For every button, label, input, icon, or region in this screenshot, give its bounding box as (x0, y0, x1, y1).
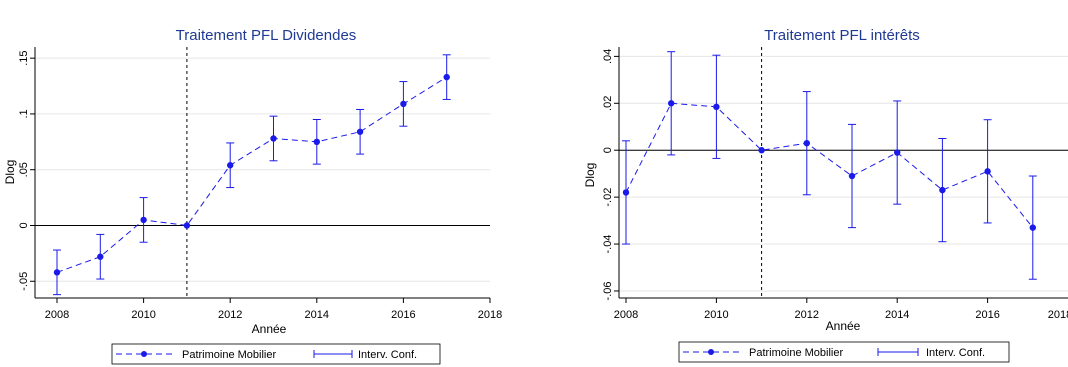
y-tick-label: .15 (18, 51, 30, 66)
y-axis-label: Dlog (583, 163, 597, 188)
data-point (356, 128, 364, 135)
legend-box (111, 343, 441, 365)
legend-box (678, 341, 1010, 363)
chart-title: Traitement PFL intérêts (764, 27, 920, 44)
x-tick-label: 2010 (131, 309, 155, 321)
data-point (803, 139, 810, 147)
data-point (622, 189, 630, 196)
data-point (668, 100, 675, 107)
y-axis-ticks: -.05 0 .05 .1 .15 (18, 51, 35, 291)
data-point (313, 138, 320, 146)
series-line (56, 76, 447, 273)
x-tick-label: 2014 (305, 309, 329, 321)
legend: Patrimoine Mobilier Interv. Conf. (111, 343, 441, 365)
x-tick-label: 2012 (795, 309, 819, 321)
data-point (97, 253, 104, 260)
chart-panel-interets: Traitement PFL intérêts -.06 -.04 -.02 0 .02… (553, 0, 1068, 367)
chart-title: Traitement PFL Dividendes (176, 27, 357, 44)
x-tick-label: 2018 (1048, 309, 1068, 321)
y-axis-label: Dlog (3, 160, 17, 185)
x-tick-label: 2010 (704, 309, 728, 321)
x-tick-label: 2018 (478, 309, 502, 321)
plot-region (35, 47, 490, 298)
y-tick-label: .02 (602, 96, 614, 111)
data-point (53, 269, 61, 276)
series-polyline (625, 102, 1034, 228)
x-tick-label: 2008 (614, 309, 638, 321)
data-point (758, 147, 765, 154)
x-axis-ticks: 2008 2010 2012 2014 2016 2018 (614, 298, 1068, 321)
x-tick-label: 2012 (218, 309, 242, 321)
x-tick-label: 2014 (885, 309, 909, 321)
legend-label-ci: Interv. Conf. (358, 349, 417, 361)
data-point (183, 222, 191, 229)
legend-label-series: Patrimoine Mobilier (182, 349, 276, 361)
reference-lines (35, 47, 490, 298)
data-point (1029, 224, 1037, 231)
x-tick-label: 2016 (975, 309, 999, 321)
data-point (894, 149, 901, 156)
y-tick-label: 0 (602, 147, 614, 153)
y-tick-label: .05 (18, 162, 30, 177)
data-point (443, 73, 450, 81)
y-tick-label: 0 (18, 222, 30, 228)
data-point (984, 168, 991, 175)
plot-region (619, 47, 1068, 298)
legend: Patrimoine Mobilier Interv. Conf. (678, 341, 1010, 363)
series-points (622, 100, 1037, 231)
legend-label-ci: Interv. Conf. (926, 347, 985, 359)
x-tick-label: 2008 (45, 309, 69, 321)
data-point (400, 100, 407, 108)
x-axis-label: Année (826, 319, 861, 333)
y-tick-label: .1 (18, 109, 30, 118)
data-point (848, 172, 856, 180)
y-tick-label: -.05 (18, 272, 30, 291)
series-polyline (56, 76, 447, 273)
data-point (140, 216, 147, 224)
data-point (227, 162, 234, 169)
y-tick-label: -.06 (602, 281, 614, 300)
data-point (270, 135, 277, 142)
x-axis-ticks: 2008 2010 2012 2014 2016 2018 (45, 298, 502, 321)
chart-panel-dividendes: Traitement PFL Dividendes -.050.05.1.15 … (0, 0, 515, 367)
y-axis-ticks: -.06 -.04 -.02 0 .02 .04 (602, 49, 619, 300)
data-point (713, 103, 720, 111)
y-tick-label: -.02 (602, 188, 614, 207)
reference-lines (619, 47, 1068, 298)
legend-label-series: Patrimoine Mobilier (749, 347, 843, 359)
data-point (939, 186, 946, 194)
x-axis-label: Année (252, 322, 287, 336)
legend-marker-dot (708, 349, 714, 355)
series-line (625, 102, 1034, 228)
x-tick-label: 2016 (391, 309, 415, 321)
series-points (53, 73, 450, 276)
legend-marker-dot (141, 351, 147, 357)
y-tick-label: .04 (602, 49, 614, 64)
y-tick-label: -.04 (602, 235, 614, 254)
